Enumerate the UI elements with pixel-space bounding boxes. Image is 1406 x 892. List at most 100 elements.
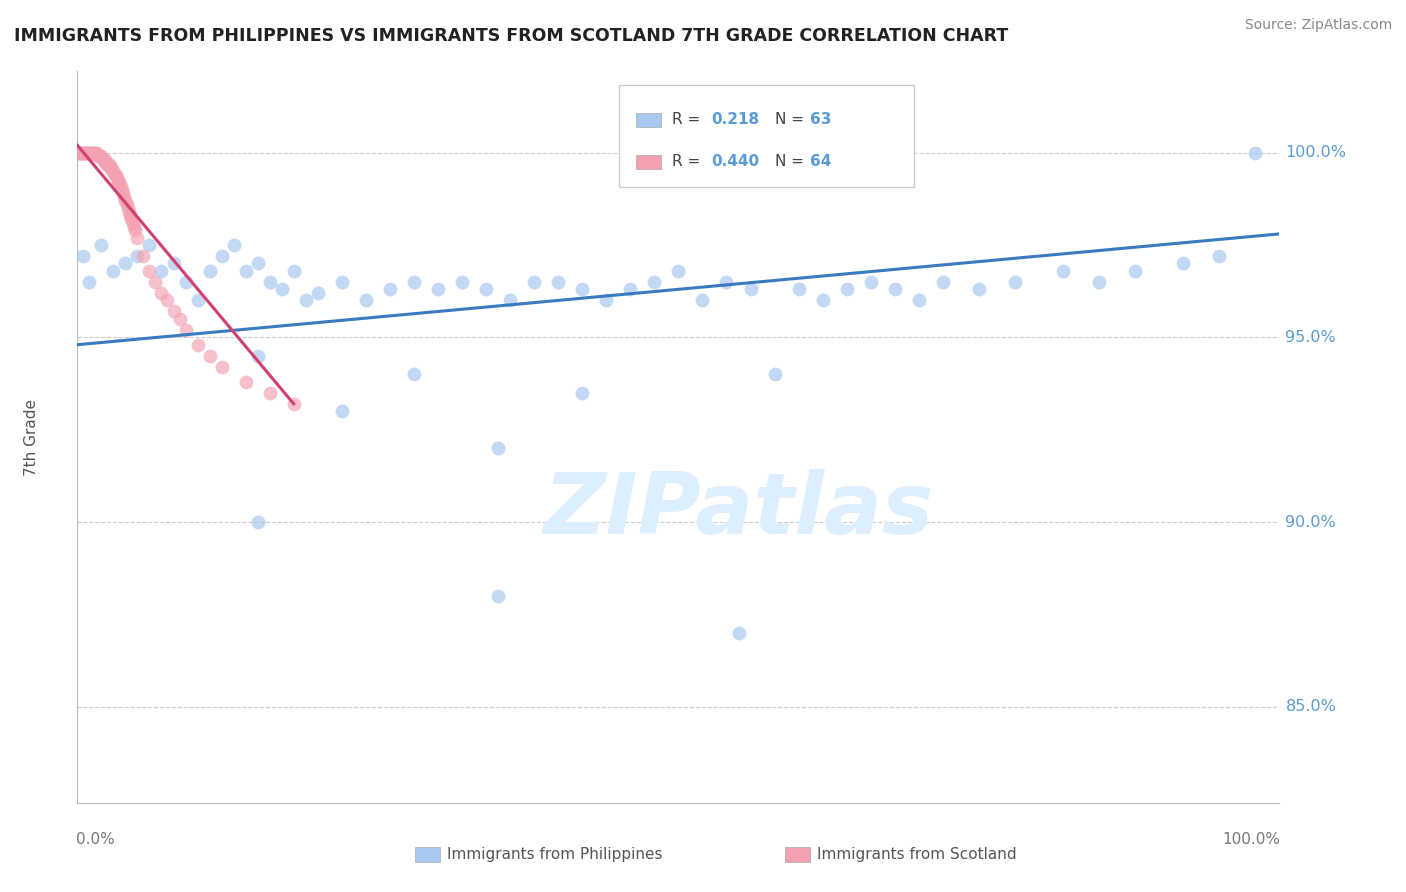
Point (571, 385, 593, 400)
Point (79, 145, 101, 160)
Point (198, 264, 221, 278)
Point (1004, 275, 1026, 289)
Point (571, 282, 593, 296)
Point (211, 359, 233, 374)
Point (402, 275, 425, 289)
Point (120, 209, 142, 223)
Point (451, 275, 474, 289)
Point (475, 282, 498, 296)
Point (294, 293, 316, 308)
Point (72, 145, 94, 160)
Point (100, 161, 122, 175)
Point (138, 238, 160, 252)
Point (105, 171, 128, 186)
Text: 95.0%: 95.0% (1285, 330, 1336, 345)
Point (70, 145, 93, 160)
Point (96, 157, 118, 171)
Point (246, 349, 269, 363)
Point (259, 385, 281, 400)
Text: 0.440: 0.440 (711, 154, 759, 169)
Point (70, 145, 93, 160)
Point (82, 145, 104, 160)
Point (127, 230, 149, 244)
Point (87, 149, 110, 163)
Point (72, 145, 94, 160)
Text: 0.0%: 0.0% (76, 832, 115, 847)
Text: R =: R = (672, 154, 706, 169)
Point (1244, 145, 1267, 160)
Point (169, 311, 191, 326)
Point (246, 515, 269, 529)
Point (120, 212, 142, 227)
Text: N =: N = (775, 112, 808, 128)
Point (186, 337, 209, 351)
Point (122, 219, 145, 234)
Text: 100.0%: 100.0% (1223, 832, 1281, 847)
Point (499, 293, 522, 308)
Point (1173, 256, 1195, 270)
Text: 90.0%: 90.0% (1285, 515, 1336, 530)
Point (378, 282, 401, 296)
Point (150, 285, 173, 300)
Text: N =: N = (775, 154, 808, 169)
Point (354, 293, 377, 308)
Point (84, 145, 107, 160)
Point (111, 186, 134, 201)
Point (668, 264, 690, 278)
Text: 64: 64 (810, 154, 831, 169)
Point (104, 168, 127, 182)
Text: IMMIGRANTS FROM PHILIPPINES VS IMMIGRANTS FROM SCOTLAND 7TH GRADE CORRELATION CH: IMMIGRANTS FROM PHILIPPINES VS IMMIGRANT… (14, 27, 1008, 45)
Point (103, 264, 125, 278)
Point (211, 249, 233, 263)
Point (86, 145, 108, 160)
Point (110, 178, 132, 193)
Point (859, 275, 882, 289)
Point (967, 282, 990, 296)
Point (523, 275, 546, 289)
Point (124, 223, 146, 237)
Point (1123, 264, 1146, 278)
Point (89, 149, 111, 163)
Point (1052, 264, 1074, 278)
Text: Immigrants from Scotland: Immigrants from Scotland (817, 847, 1017, 862)
Text: Immigrants from Philippines: Immigrants from Philippines (447, 847, 662, 862)
Point (156, 293, 179, 308)
Point (83, 145, 105, 160)
Point (692, 293, 714, 308)
Point (138, 264, 160, 278)
Point (118, 204, 141, 219)
Point (103, 164, 125, 178)
Point (198, 349, 221, 363)
Point (547, 275, 569, 289)
Point (76, 145, 98, 160)
Point (114, 256, 136, 270)
Text: ZIPatlas: ZIPatlas (543, 468, 934, 552)
Point (486, 441, 509, 455)
Point (222, 238, 245, 252)
Point (127, 249, 149, 263)
Point (72, 249, 94, 263)
Point (932, 275, 955, 289)
Text: 0.218: 0.218 (711, 112, 759, 128)
Point (108, 175, 131, 189)
Point (111, 183, 134, 197)
Point (150, 264, 173, 278)
Point (87, 149, 110, 163)
Point (117, 201, 139, 215)
Text: 85.0%: 85.0% (1285, 699, 1336, 714)
Point (619, 282, 641, 296)
Point (75, 145, 97, 160)
Point (93, 153, 115, 167)
Point (270, 282, 292, 296)
Point (115, 197, 138, 211)
Point (307, 285, 329, 300)
Point (330, 404, 353, 418)
Text: 63: 63 (810, 112, 831, 128)
Point (883, 282, 905, 296)
Point (486, 589, 509, 603)
Point (246, 256, 269, 270)
Point (283, 397, 305, 411)
Point (1088, 275, 1111, 289)
Point (727, 625, 749, 640)
Text: Source: ZipAtlas.com: Source: ZipAtlas.com (1244, 18, 1392, 32)
